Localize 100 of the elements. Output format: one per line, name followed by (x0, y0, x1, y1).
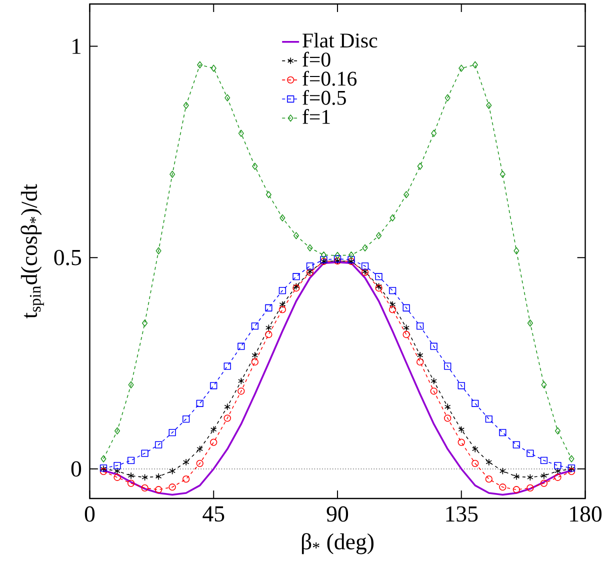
x-tick-label: 0 (84, 506, 95, 522)
point (224, 94, 230, 102)
point (375, 272, 382, 280)
legend-label: f=1 (302, 108, 330, 124)
point (182, 475, 190, 482)
point (293, 232, 299, 240)
point (168, 483, 176, 491)
point (540, 480, 548, 487)
point (334, 252, 340, 259)
point (278, 306, 286, 313)
point (362, 244, 368, 252)
point (444, 94, 450, 102)
point (196, 445, 204, 452)
point (388, 286, 396, 294)
legend-label: f=0.16 (302, 70, 357, 86)
point (238, 387, 245, 395)
point (168, 428, 176, 436)
point (486, 458, 492, 466)
point (416, 322, 424, 330)
point (404, 190, 410, 198)
point (251, 322, 258, 330)
point (430, 377, 437, 384)
point (114, 462, 121, 469)
point (458, 382, 465, 390)
point (485, 475, 492, 482)
point (141, 450, 148, 457)
point (430, 387, 438, 395)
point (444, 362, 452, 370)
point (141, 484, 148, 492)
point (154, 441, 162, 448)
point (499, 428, 506, 436)
point (252, 162, 258, 170)
point (210, 64, 216, 72)
point (210, 426, 217, 434)
point (154, 486, 162, 494)
point (500, 467, 506, 474)
point (514, 247, 520, 254)
point (430, 342, 438, 350)
point (402, 304, 410, 312)
x-axis-title: β$_{*}$ (deg) (302, 533, 374, 554)
legend-label: f=0 (302, 52, 330, 66)
x-tick-label: 135 (446, 506, 478, 522)
point (554, 427, 561, 434)
point (389, 300, 396, 308)
point (472, 400, 479, 407)
point (554, 462, 562, 469)
point (210, 382, 218, 390)
point (417, 162, 423, 170)
point (472, 445, 478, 452)
point (100, 455, 106, 462)
point (568, 468, 576, 475)
point (512, 441, 520, 448)
y-tick-label: 0 (71, 461, 82, 476)
point (512, 486, 520, 494)
point (431, 130, 437, 137)
point (416, 351, 424, 359)
point (444, 403, 451, 410)
point (307, 244, 313, 252)
point (554, 467, 561, 474)
y-axis-title: t$_{spin}$d(cosβ$_{*}$)/dt (20, 184, 44, 318)
point (182, 458, 190, 466)
point (210, 438, 218, 446)
point (458, 438, 465, 446)
point (265, 304, 272, 312)
point (499, 483, 506, 491)
point (197, 61, 203, 68)
y-tick-label: 1 (72, 38, 81, 54)
x-tick-label: 45 (202, 506, 224, 522)
point (265, 330, 272, 338)
point (100, 468, 108, 475)
point (280, 214, 286, 222)
point (541, 381, 547, 388)
point (169, 467, 176, 474)
point (224, 403, 231, 410)
point (238, 342, 245, 350)
point (292, 272, 300, 280)
point (182, 415, 190, 422)
point (128, 381, 134, 388)
point (114, 474, 121, 481)
point (142, 474, 148, 481)
point (458, 426, 465, 434)
point (472, 61, 478, 68)
point (127, 456, 135, 464)
point (320, 251, 327, 258)
point (114, 427, 120, 434)
point (196, 400, 204, 407)
y-tick-label: 0.5 (54, 250, 82, 266)
point (279, 300, 286, 308)
point (444, 414, 452, 422)
point (114, 467, 120, 474)
point (361, 262, 369, 270)
point (183, 102, 189, 109)
point (485, 415, 492, 422)
point (513, 472, 520, 480)
point (266, 324, 272, 332)
point (390, 214, 396, 222)
point (403, 324, 410, 332)
point (128, 472, 134, 480)
point (527, 474, 534, 481)
point (306, 262, 314, 270)
